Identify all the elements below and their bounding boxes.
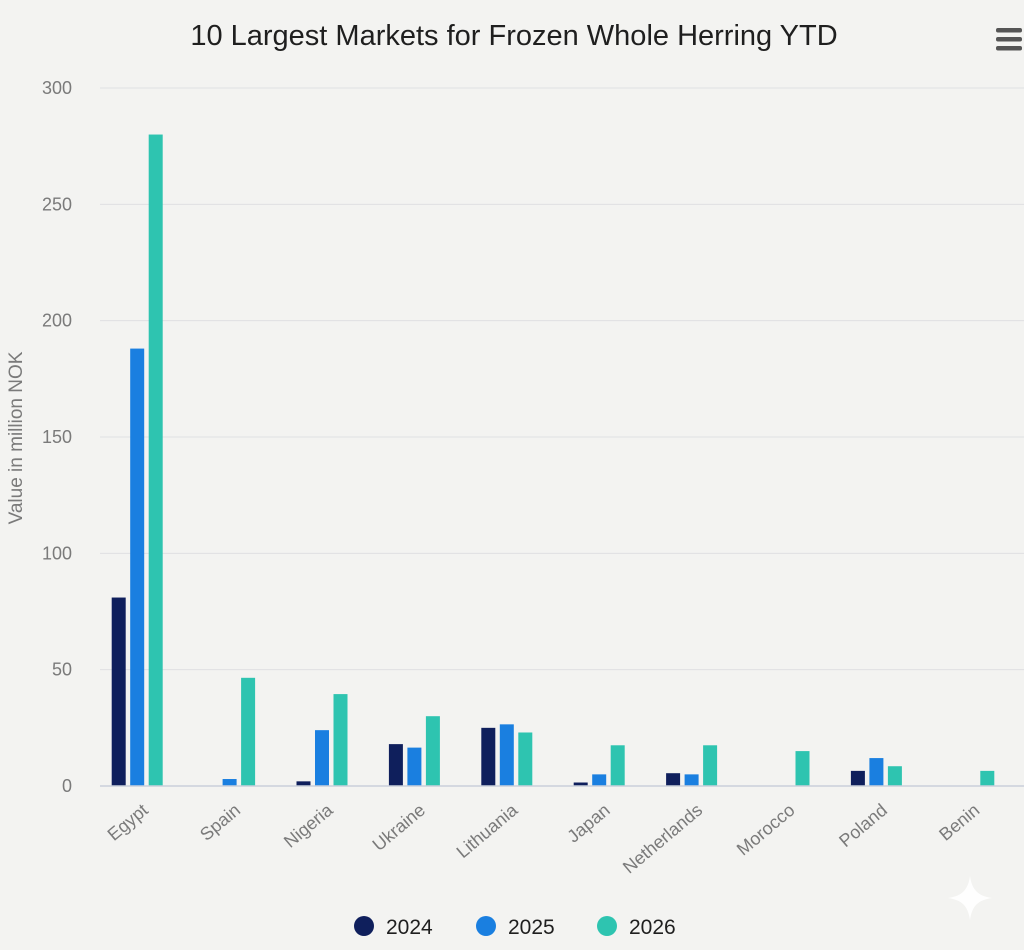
legend-item-2026[interactable]: 2026	[597, 916, 676, 939]
y-tick-label: 150	[42, 427, 72, 447]
gridlines	[100, 87, 1024, 671]
bar-benin-2026	[980, 770, 995, 786]
x-axis-category-labels: Egypt Spain Nigeria Ukraine Lithuania Japan Ne…	[104, 799, 984, 877]
bar-poland-2026	[887, 766, 902, 786]
legend-swatch	[354, 916, 374, 936]
bar-ukraine-2026	[425, 716, 440, 786]
menu-icon[interactable]	[996, 28, 1022, 51]
bar-spain-2026	[241, 677, 256, 786]
x-tick-label: Nigeria	[280, 799, 337, 852]
x-tick-label: Lithuania	[453, 799, 523, 862]
bar-egypt-2024	[111, 597, 126, 786]
x-tick-label: Japan	[563, 800, 613, 847]
bar-lithuania-2024	[481, 727, 496, 786]
bar-nigeria-2025	[315, 730, 329, 786]
bar-netherlands-2024	[666, 773, 681, 786]
bar-morocco-2026	[795, 751, 810, 786]
y-tick-label: 250	[42, 194, 72, 214]
x-tick-label: Ukraine	[369, 800, 429, 855]
y-tick-label: 100	[42, 543, 72, 563]
legend-swatch	[476, 916, 496, 936]
bar-nigeria-2026	[333, 694, 348, 786]
bar-lithuania-2025	[499, 724, 514, 786]
legend-label: 2024	[386, 916, 433, 939]
bar-ukraine-2024	[388, 744, 403, 786]
legend-item-2025[interactable]: 2025	[476, 916, 555, 939]
bar-japan-2026	[610, 745, 625, 786]
x-tick-label: Morocco	[733, 800, 799, 860]
y-tick-label: 200	[42, 311, 72, 331]
bar-nigeria-2024	[296, 781, 311, 786]
bar-japan-2024	[573, 782, 588, 786]
legend-item-2024[interactable]: 2024	[354, 916, 433, 939]
bar-netherlands-2025	[684, 774, 699, 786]
legend-label: 2026	[629, 916, 676, 939]
y-axis-label: Value in million NOK	[6, 351, 27, 524]
y-tick-label: 0	[62, 776, 72, 796]
x-tick-label: Poland	[835, 800, 891, 851]
bar-netherlands-2026	[703, 745, 718, 786]
y-axis-ticks: 0 50 100 150 200 250 300	[42, 78, 72, 796]
x-tick-label: Benin	[935, 800, 983, 845]
legend-swatch	[597, 916, 617, 936]
x-tick-label: Spain	[196, 800, 244, 845]
bar-egypt-2026	[148, 134, 163, 787]
bar-spain-2025	[222, 779, 237, 786]
y-tick-label: 50	[52, 660, 72, 680]
legend-label: 2025	[508, 916, 555, 939]
bar-egypt-2025	[130, 348, 145, 786]
chart-title: 10 Largest Markets for Frozen Whole Herr…	[190, 20, 837, 52]
x-tick-label: Netherlands	[619, 800, 706, 878]
bars	[111, 134, 995, 787]
bar-poland-2025	[869, 758, 884, 786]
bar-japan-2025	[592, 774, 607, 786]
bar-poland-2024	[850, 770, 865, 786]
sparkle-icon	[948, 876, 992, 920]
x-tick-label: Egypt	[104, 800, 152, 845]
legend: 2024 2025 2026	[354, 916, 676, 939]
y-tick-label: 300	[42, 78, 72, 98]
bar-lithuania-2026	[518, 732, 533, 786]
bar-ukraine-2025	[407, 747, 422, 786]
